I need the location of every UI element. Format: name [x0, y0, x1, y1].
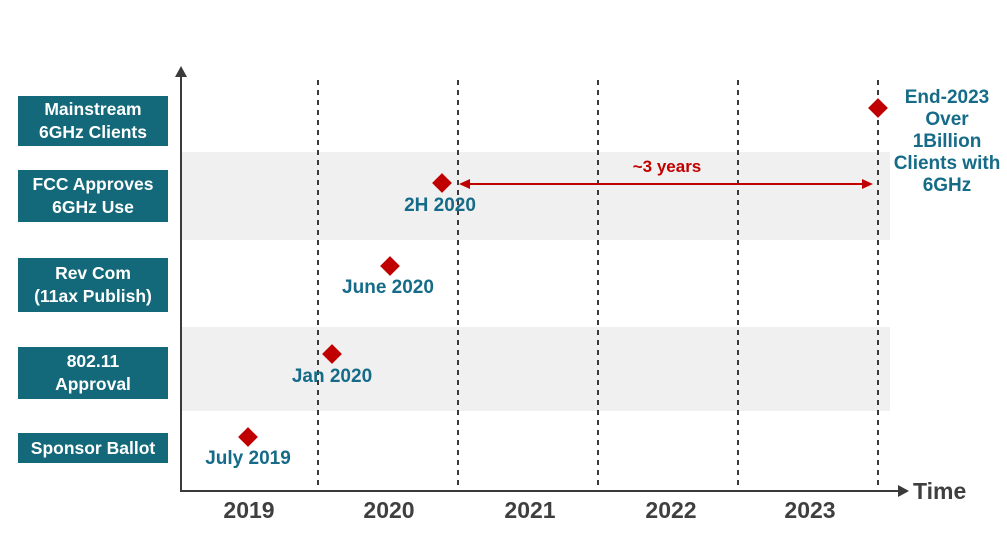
annotation-label-3-years: ~3 years — [632, 157, 702, 176]
annotation-arrowhead-left-icon — [459, 178, 470, 189]
annotation-arrow-line — [466, 183, 868, 185]
milestone-label-june-2020: June 2020 — [342, 277, 434, 298]
y-axis-line — [180, 76, 182, 492]
row-band-80211-approval — [181, 327, 890, 411]
milestone-diamond-june-2020 — [380, 256, 400, 276]
gridline-2020-2021 — [457, 80, 459, 490]
milestone-label-jan-2020: Jan 2020 — [291, 366, 373, 387]
milestone-diamond-end-2023 — [868, 98, 888, 118]
row-label-rev-com-11ax-publish: Rev Com (11ax Publish) — [18, 258, 168, 312]
row-band-fcc-approves — [181, 152, 890, 240]
milestone-label-end-2023: End-2023 Over 1Billion Clients with 6GHz — [893, 87, 1001, 196]
gridline-2021-2022 — [597, 80, 599, 490]
x-tick-2020: 2020 — [363, 497, 415, 523]
x-axis-arrowhead-icon — [898, 485, 909, 497]
x-tick-2022: 2022 — [645, 497, 697, 523]
x-tick-2019: 2019 — [223, 497, 275, 523]
x-tick-2023: 2023 — [784, 497, 836, 523]
x-tick-2021: 2021 — [504, 497, 556, 523]
row-label-80211-approval: 802.11 Approval — [18, 347, 168, 399]
milestone-diamond-july-2019 — [238, 427, 258, 447]
milestone-label-2h-2020: 2H 2020 — [404, 195, 476, 216]
row-label-mainstream-6ghz-clients: Mainstream 6GHz Clients — [18, 96, 168, 146]
annotation-arrowhead-right-icon — [862, 178, 873, 189]
milestone-label-july-2019: July 2019 — [205, 448, 291, 469]
x-axis-line — [180, 490, 902, 492]
x-axis-title: Time — [913, 478, 967, 504]
row-label-sponsor-ballot: Sponsor Ballot — [18, 433, 168, 463]
gridline-end-2023 — [877, 80, 879, 490]
gridline-2022-2023 — [737, 80, 739, 490]
gridline-2019-2020 — [317, 80, 319, 490]
row-label-fcc-approves-6ghz-use: FCC Approves 6GHz Use — [18, 170, 168, 222]
y-axis-arrowhead-icon — [175, 66, 187, 77]
